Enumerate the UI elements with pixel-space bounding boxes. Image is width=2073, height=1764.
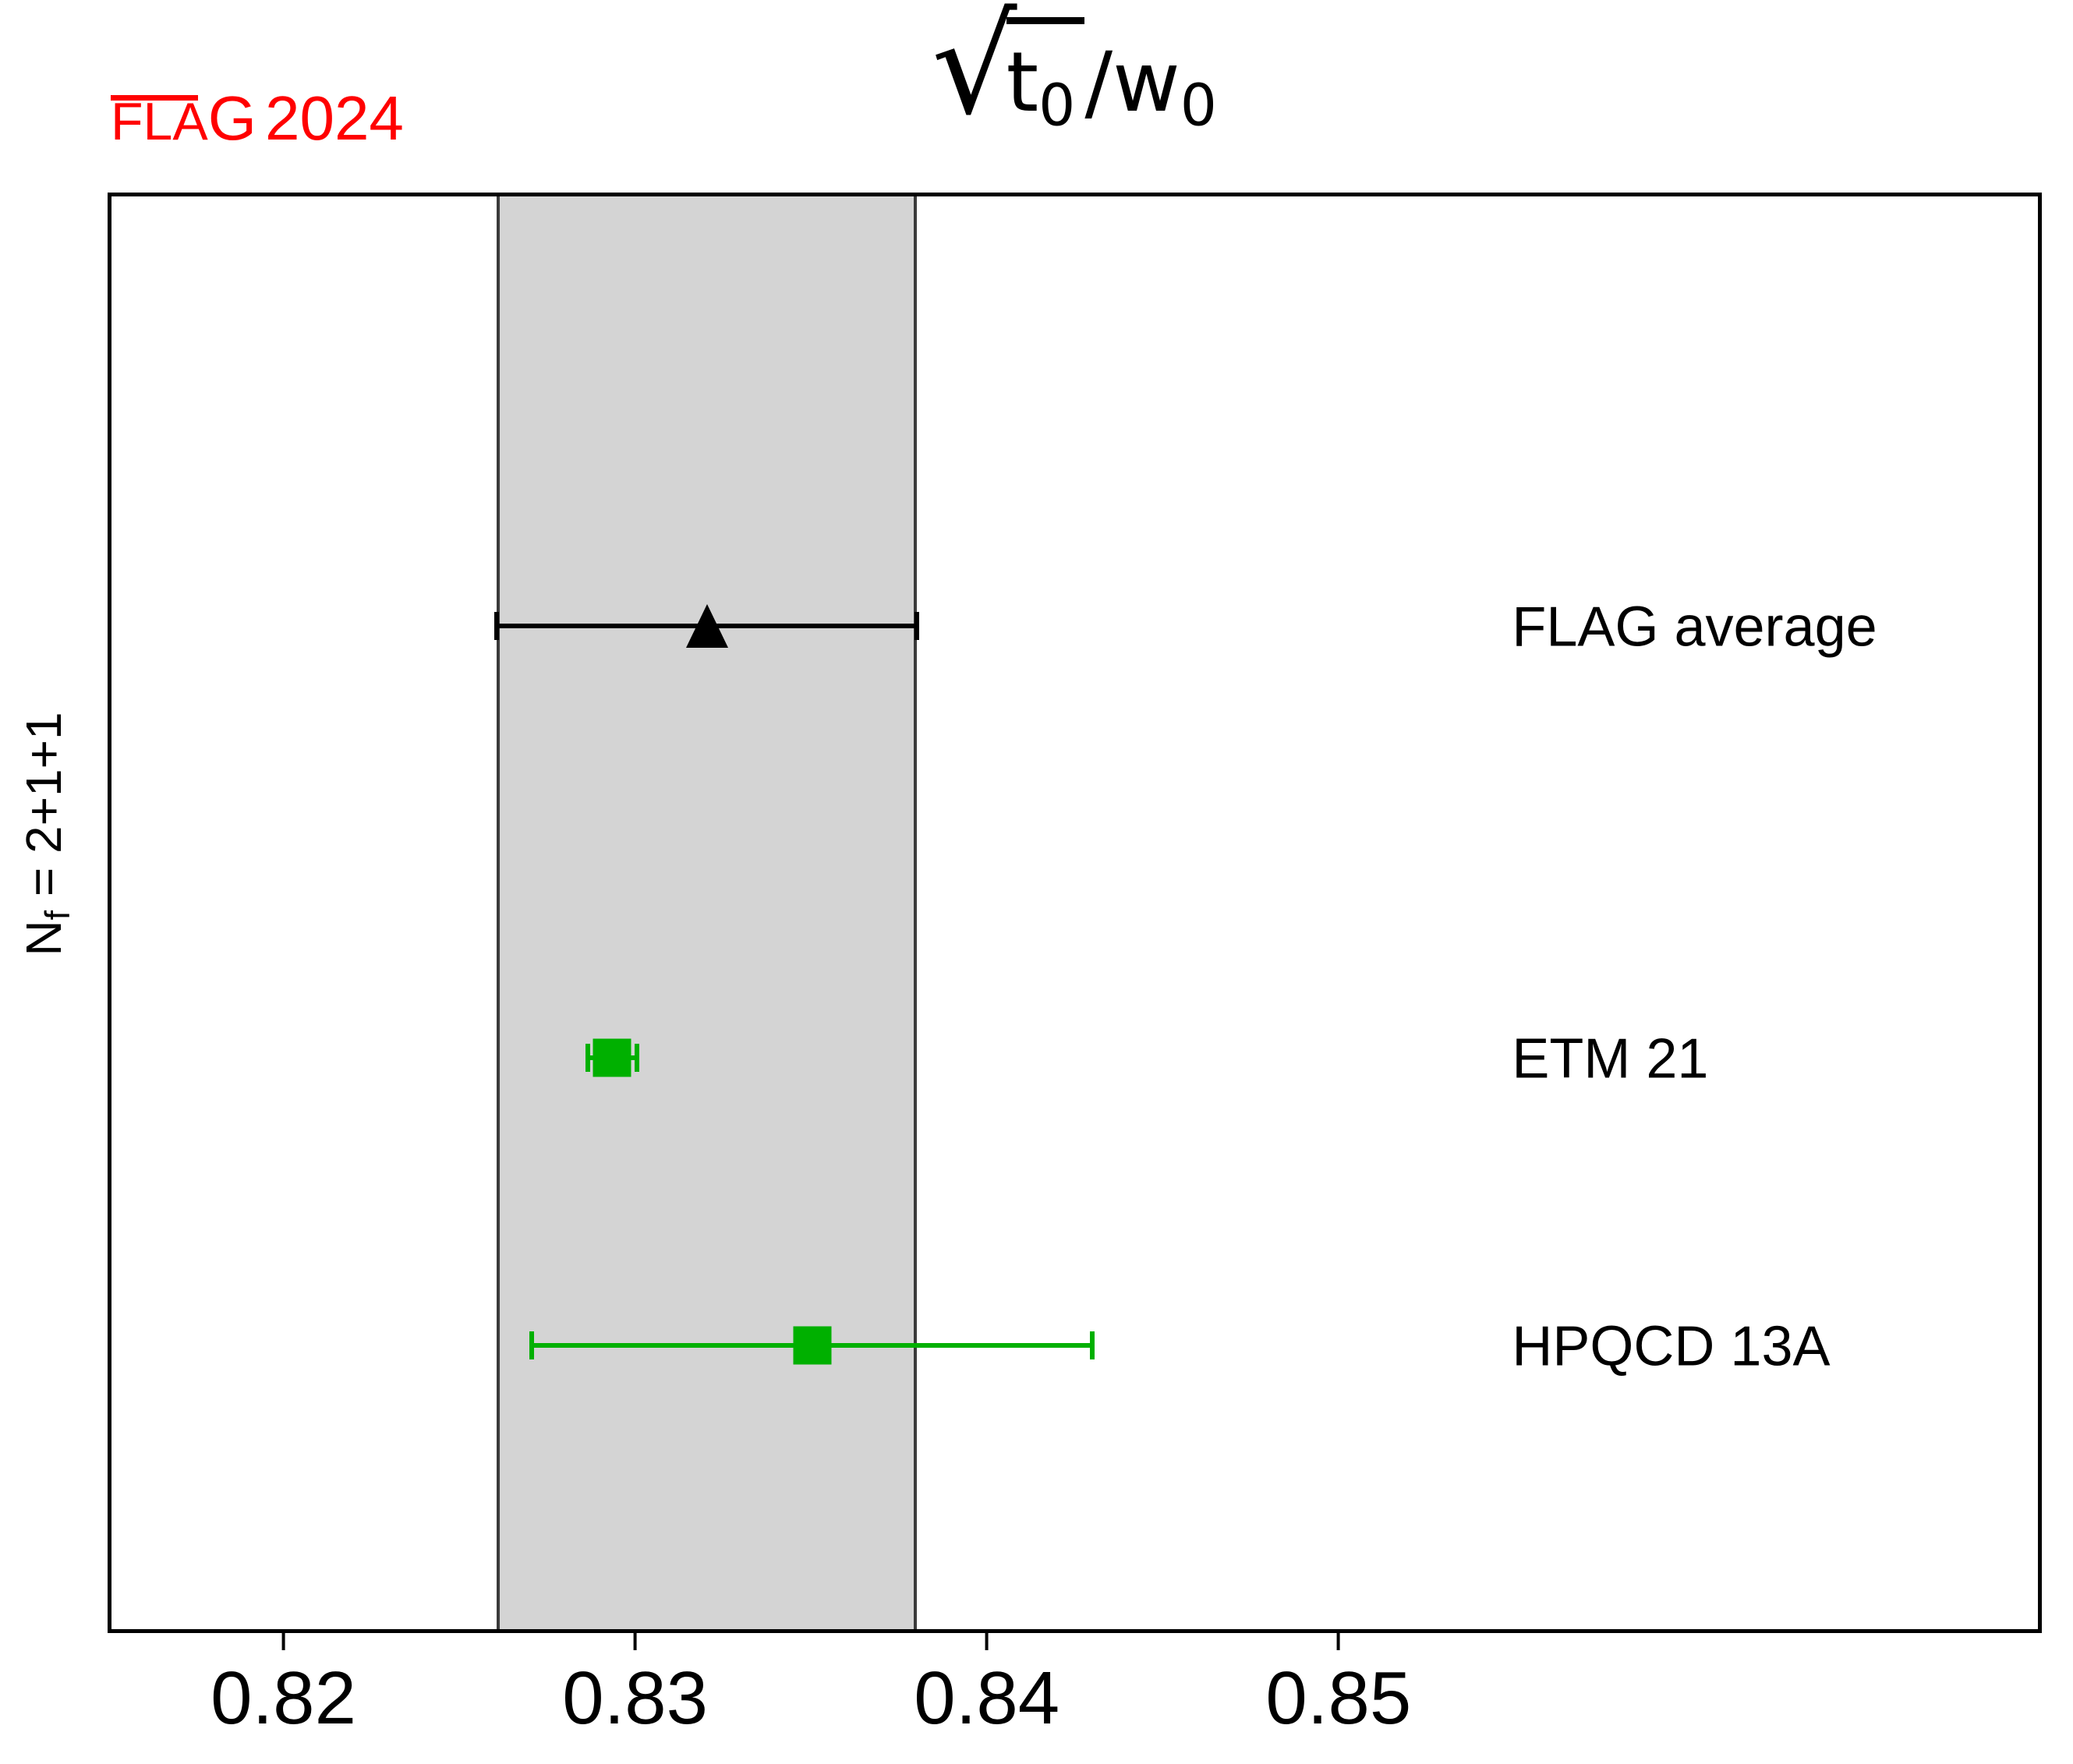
tick-label: 0.85 (1265, 1656, 1412, 1740)
ylabel-base: N (16, 920, 72, 956)
title-t: t (1006, 34, 1039, 130)
plot-area: FLAG average ETM 21 HPQCD 13A (108, 193, 2042, 1633)
x-tick-0-83: 0.83 (562, 1633, 708, 1736)
etm-21-marker (593, 1038, 631, 1077)
ylabel-rest: = 2+1+1 (16, 712, 72, 910)
title-slash: / (1084, 34, 1113, 130)
ylabel-subscript: f (38, 910, 78, 921)
title-t-subscript: 0 (1038, 72, 1076, 140)
flag-average-errorbar-left-cap (494, 612, 500, 641)
hpqcd-13a-marker (793, 1326, 832, 1365)
tick-label: 0.84 (914, 1656, 1060, 1740)
title-w-subscript: 0 (1180, 72, 1217, 140)
flag-average-marker (685, 604, 728, 649)
x-tick-0-85: 0.85 (1265, 1633, 1411, 1736)
flag-logo-g: G (207, 83, 256, 153)
label-etm-21: ETM 21 (1512, 1027, 1709, 1091)
flag-average-band (497, 196, 918, 1629)
tick-label: 0.82 (210, 1656, 356, 1740)
tick-label: 0.83 (562, 1656, 709, 1740)
flag-average-errorbar-right-cap (914, 612, 920, 641)
title-denominator: /w0 (1084, 17, 1217, 135)
title-w: w (1113, 34, 1180, 130)
y-axis-label: Nf = 2+1+1 (16, 712, 77, 956)
x-tick-0-84: 0.84 (914, 1633, 1059, 1736)
label-hpqcd-13a: HPQCD 13A (1512, 1315, 1831, 1378)
tick-mark (281, 1633, 285, 1650)
flag-logo-fla: FLA (111, 92, 208, 151)
tick-mark (985, 1633, 989, 1650)
tick-mark (1336, 1633, 1340, 1650)
etm-21-errorbar-left-cap (585, 1043, 590, 1072)
flag-logo-overbar (111, 95, 198, 101)
tick-mark (633, 1633, 637, 1650)
chart-title: √ t0 /w0 (932, 0, 1217, 135)
label-flag-average: FLAG average (1512, 596, 1877, 659)
x-tick-0-82: 0.82 (210, 1633, 356, 1736)
etm-21-errorbar-right-cap (634, 1043, 639, 1072)
title-radicand: t0 (1006, 17, 1085, 135)
hpqcd-13a-errorbar-left-cap (529, 1331, 535, 1360)
flag-2024-logo: FLAG 2024 (111, 87, 404, 150)
sqrt-radical-icon: √ (932, 0, 1017, 144)
flag-logo-year: 2024 (264, 83, 404, 153)
hpqcd-13a-errorbar-right-cap (1089, 1331, 1095, 1360)
